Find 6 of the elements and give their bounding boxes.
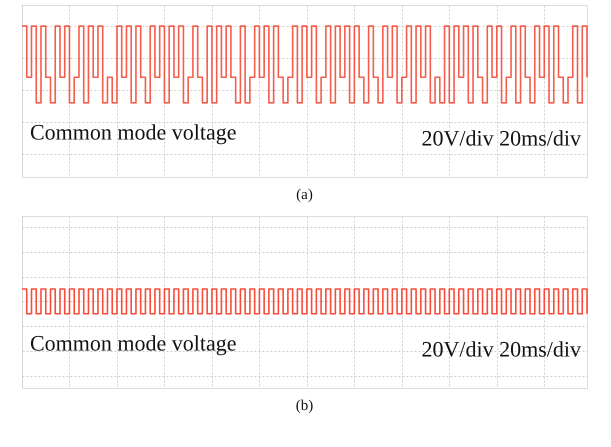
text: (b) [296,398,314,414]
text: 20V/div 20ms/div [421,125,581,150]
text: Common mode voltage [30,330,237,356]
text: 20V/div 20ms/div [421,336,581,362]
text: Common mode voltage [30,119,237,144]
text: (a) [296,187,313,203]
